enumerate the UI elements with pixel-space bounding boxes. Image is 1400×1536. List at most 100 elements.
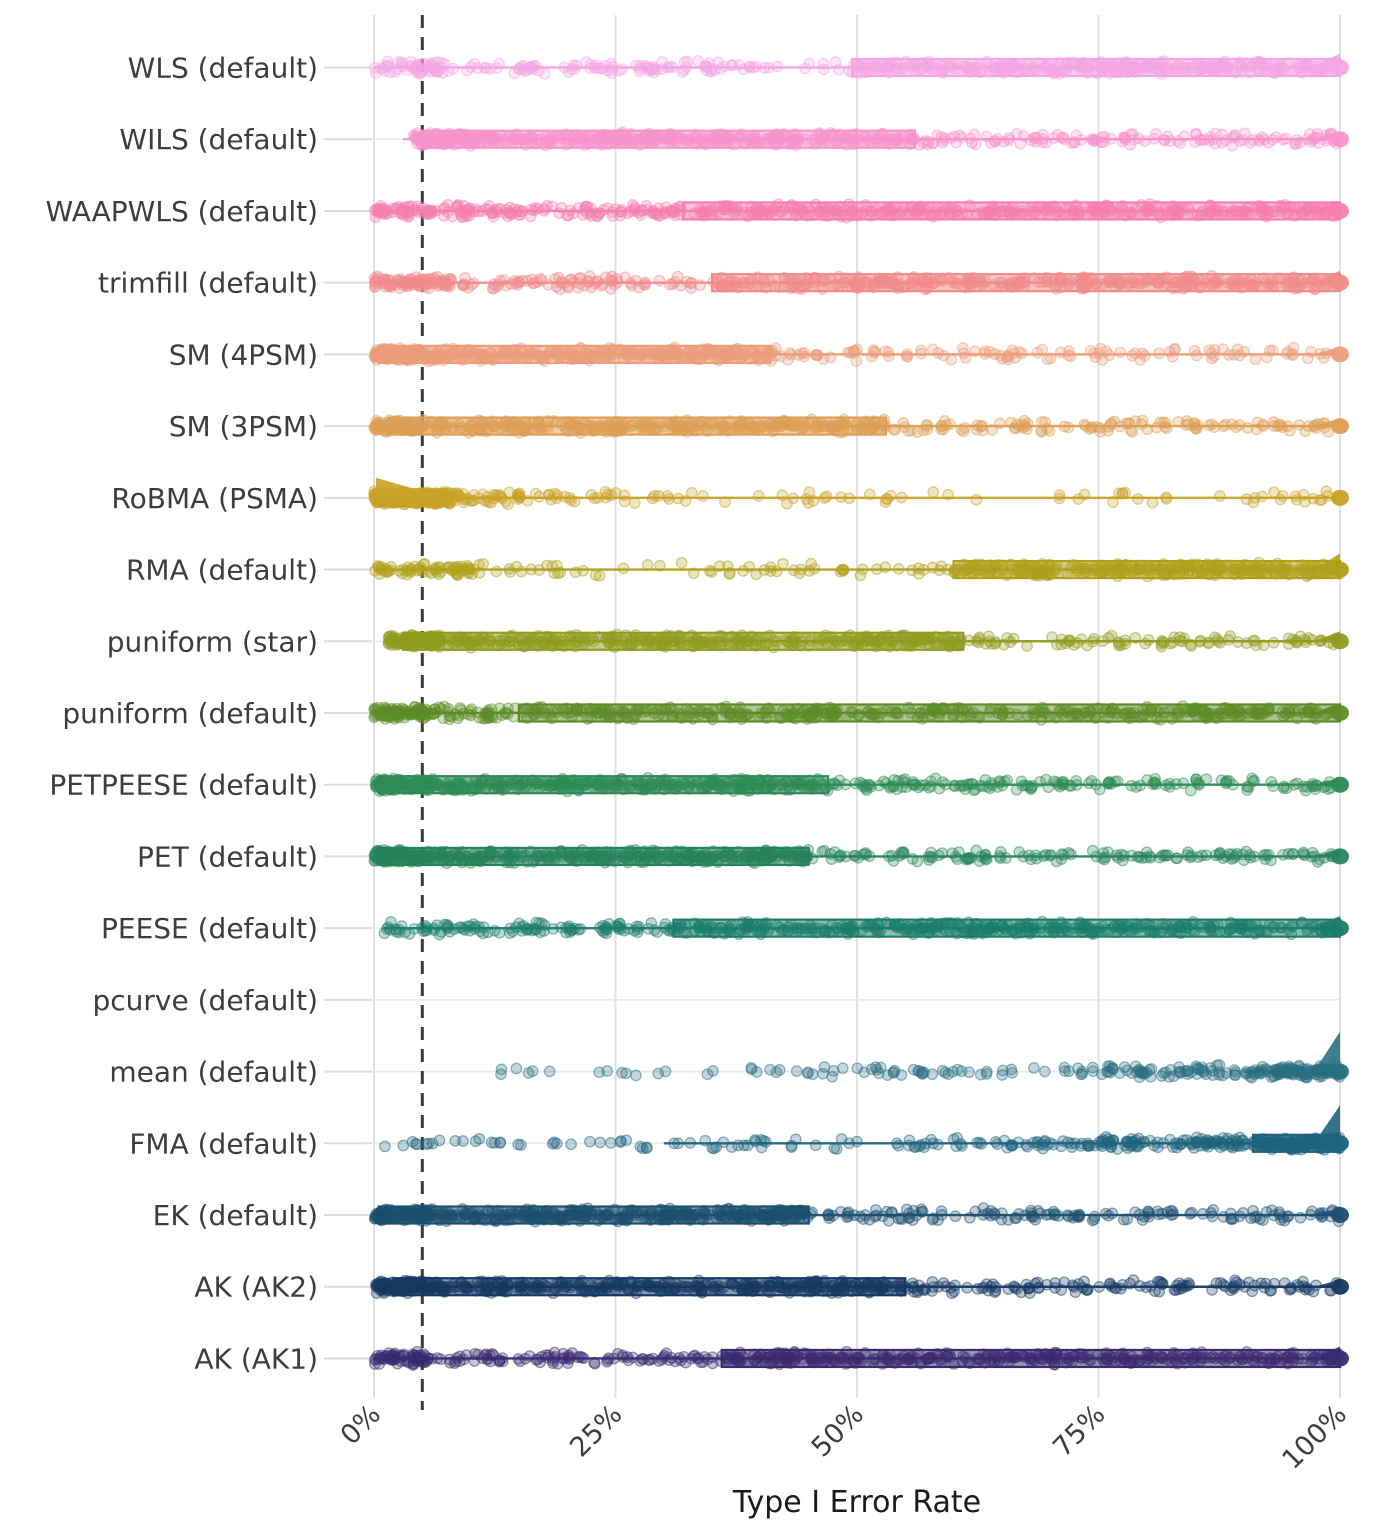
data-point <box>1299 425 1312 438</box>
data-point <box>1077 278 1090 290</box>
data-point <box>726 275 739 287</box>
data-point <box>532 417 545 430</box>
row-label: RoBMA (PSMA) <box>111 482 318 515</box>
data-point <box>1180 62 1193 75</box>
data-point <box>989 636 1002 648</box>
data-point <box>965 277 978 290</box>
data-point <box>425 567 438 580</box>
data-point <box>673 637 686 649</box>
data-point <box>719 496 731 508</box>
data-point <box>735 128 748 140</box>
data-point <box>901 348 914 360</box>
data-point <box>698 136 710 148</box>
data-point <box>546 200 558 213</box>
data-point <box>1205 278 1218 291</box>
data-point <box>1204 131 1217 143</box>
data-point <box>447 62 459 75</box>
data-point <box>880 136 892 148</box>
data-point <box>1208 60 1221 73</box>
data-point <box>807 494 820 507</box>
data-point <box>969 345 981 358</box>
data-point <box>1241 202 1254 214</box>
data-point <box>833 128 846 141</box>
data-point <box>1202 637 1215 650</box>
data-point <box>936 65 949 77</box>
data-point <box>963 634 976 647</box>
data-point <box>695 419 708 431</box>
data-point <box>635 348 648 361</box>
data-point <box>723 568 736 580</box>
data-point <box>1046 631 1058 643</box>
data-point <box>944 132 957 145</box>
row-label: WILS (default) <box>119 123 318 156</box>
data-point <box>883 640 896 653</box>
data-point <box>483 200 496 212</box>
data-point <box>1096 635 1109 647</box>
data-point <box>670 419 682 432</box>
data-point <box>401 568 414 581</box>
data-point <box>515 565 528 578</box>
data-point <box>545 130 558 143</box>
data-point <box>1129 632 1142 644</box>
data-point <box>505 208 518 221</box>
data-point <box>1233 419 1246 431</box>
data-point <box>441 199 454 211</box>
points-group <box>368 270 1345 296</box>
data-point <box>628 497 641 509</box>
data-point <box>968 64 981 77</box>
data-point <box>705 637 718 650</box>
data-point <box>1077 61 1090 73</box>
data-point <box>844 135 857 148</box>
data-point <box>1126 349 1139 362</box>
row-label: FMA (default) <box>129 1127 318 1160</box>
data-point <box>723 631 736 644</box>
data-point <box>589 569 602 581</box>
data-point <box>921 282 934 295</box>
data-point <box>562 281 575 294</box>
data-point <box>1253 199 1266 212</box>
data-point <box>882 629 894 642</box>
data-point <box>994 417 1006 430</box>
row-label: AK (AK2) <box>194 1271 318 1304</box>
data-point <box>529 59 542 72</box>
data-point <box>781 497 793 510</box>
data-point <box>654 559 666 572</box>
data-point <box>775 206 788 218</box>
data-point <box>515 342 527 355</box>
data-point <box>493 57 505 70</box>
max-cluster-blob <box>1331 274 1349 291</box>
data-point <box>602 133 615 146</box>
data-point <box>745 344 757 357</box>
data-point <box>385 422 398 435</box>
data-point <box>913 139 926 152</box>
data-point <box>1004 208 1017 220</box>
data-point <box>587 421 599 433</box>
data-point <box>525 636 538 649</box>
row-label: trimfill (default) <box>98 267 318 300</box>
data-point <box>989 566 1002 578</box>
data-point <box>830 635 843 648</box>
data-point <box>1073 206 1086 219</box>
data-point <box>623 345 636 358</box>
data-point <box>646 492 659 505</box>
row-label: AK (AK1) <box>194 1342 318 1375</box>
data-point <box>921 203 934 215</box>
data-point <box>1021 640 1033 652</box>
data-point <box>1058 420 1071 433</box>
data-point <box>1141 205 1154 218</box>
data-point <box>903 207 916 220</box>
data-point <box>569 566 582 579</box>
data-point <box>700 64 713 77</box>
data-point <box>1191 422 1203 435</box>
data-point <box>1231 205 1243 218</box>
data-point <box>1001 569 1013 582</box>
row-label: PEESE (default) <box>101 912 318 945</box>
row-label: WAAPWLS (default) <box>46 195 318 228</box>
data-point <box>1004 636 1017 648</box>
data-point <box>714 416 726 429</box>
data-point <box>661 490 674 502</box>
data-point <box>889 423 902 436</box>
data-point <box>398 638 411 650</box>
data-point <box>837 563 850 576</box>
data-point <box>1289 209 1302 222</box>
